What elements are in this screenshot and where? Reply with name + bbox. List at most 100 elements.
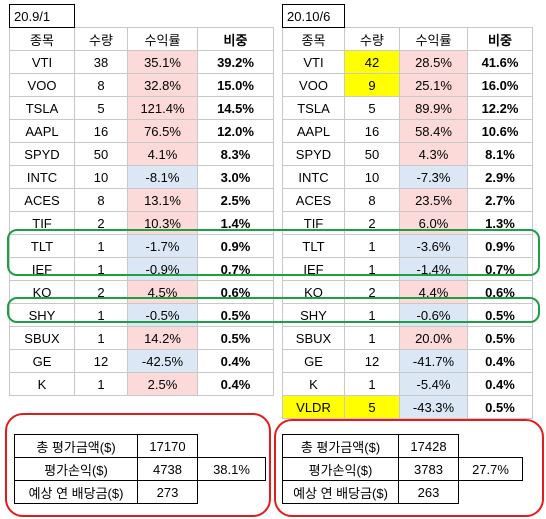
- pnl-label: 평가손익($): [282, 457, 399, 481]
- table-row: SPYD 50 4.1% 8.3%: [9, 142, 274, 166]
- ticker-cell: VTI: [282, 50, 345, 74]
- table-row: INTC 10 -8.1% 3.0%: [9, 165, 274, 189]
- qty-cell: 5: [344, 96, 400, 120]
- qty-cell: 1: [74, 234, 128, 258]
- ticker-cell: SPYD: [282, 142, 345, 166]
- pnl-label: 평가손익($): [14, 457, 138, 481]
- qty-cell: 1: [74, 326, 128, 350]
- weight-cell: 0.9%: [197, 234, 274, 258]
- table-row: KO 2 4.5% 0.6%: [9, 280, 274, 304]
- weight-cell: 12.2%: [467, 96, 533, 120]
- table-row: VTI 38 35.1% 39.2%: [9, 50, 274, 74]
- return-cell: -8.1%: [127, 165, 198, 189]
- col-header-return: 수익률: [127, 27, 198, 51]
- dividend-row: 예상 연 배당금($) 273: [14, 480, 266, 504]
- qty-cell: 42: [344, 50, 400, 74]
- qty-cell: 10: [74, 165, 128, 189]
- return-cell: 58.4%: [399, 119, 468, 143]
- pnl-percent: 38.1%: [197, 457, 266, 481]
- ticker-cell: VTI: [9, 50, 75, 74]
- table-row: SHY 1 -0.5% 0.5%: [9, 303, 274, 327]
- qty-cell: 12: [344, 349, 400, 373]
- qty-cell: 8: [74, 73, 128, 97]
- return-cell: -42.5%: [127, 349, 198, 373]
- return-cell: 35.1%: [127, 50, 198, 74]
- weight-cell: 0.4%: [197, 349, 274, 373]
- weight-cell: 2.7%: [467, 188, 533, 212]
- return-cell: -3.6%: [399, 234, 468, 258]
- bond-group-highlight: [7, 229, 540, 276]
- weight-cell: 15.0%: [197, 73, 274, 97]
- weight-cell: 0.4%: [197, 372, 274, 396]
- pnl-value: 4738: [137, 457, 198, 481]
- left-summary-highlight: [5, 413, 271, 517]
- return-cell: 121.4%: [127, 96, 198, 120]
- weight-cell: 1.4%: [197, 211, 274, 235]
- dividend-label: 예상 연 배당금($): [282, 480, 399, 504]
- col-header-return: 수익률: [399, 27, 468, 51]
- table-row: K 1 -5.4% 0.4%: [282, 372, 533, 396]
- return-cell: 10.3%: [127, 211, 198, 235]
- return-cell: 6.0%: [399, 211, 468, 235]
- right-holdings-table: 20.10/6 종목 수량 수익률 비중 VTI 42 28.5% 41.6% VOO 9…: [282, 4, 533, 419]
- return-cell: 14.2%: [127, 326, 198, 350]
- ticker-cell: GE: [9, 349, 75, 373]
- return-cell: 32.8%: [127, 73, 198, 97]
- ticker-cell: TSLA: [282, 96, 345, 120]
- total-value-row: 총 평가금액($) 17170: [14, 434, 266, 458]
- return-cell: 25.1%: [399, 73, 468, 97]
- table-row: AAPL 16 58.4% 10.6%: [282, 119, 533, 143]
- header-row: 종목 수량 수익률 비중: [282, 27, 533, 51]
- ticker-cell: TIF: [282, 211, 345, 235]
- weight-cell: 8.3%: [197, 142, 274, 166]
- weight-cell: 0.5%: [467, 395, 533, 419]
- left-holdings-table: 20.9/1 종목 수량 수익률 비중 VTI 38 35.1% 39.2% VOO 8 3…: [9, 4, 274, 396]
- qty-cell: 9: [344, 73, 400, 97]
- qty-cell: 10: [344, 165, 400, 189]
- ticker-cell: AAPL: [9, 119, 75, 143]
- qty-cell: 16: [344, 119, 400, 143]
- table-row: INTC 10 -7.3% 2.9%: [282, 165, 533, 189]
- weight-cell: 41.6%: [467, 50, 533, 74]
- return-cell: 28.5%: [399, 50, 468, 74]
- ticker-cell: AAPL: [282, 119, 345, 143]
- weight-cell: 0.4%: [467, 372, 533, 396]
- weight-cell: 8.1%: [467, 142, 533, 166]
- table-row: VTI 42 28.5% 41.6%: [282, 50, 533, 74]
- return-cell: 4.3%: [399, 142, 468, 166]
- qty-cell: 8: [74, 188, 128, 212]
- ticker-cell: VLDR: [282, 395, 345, 419]
- return-cell: -43.3%: [399, 395, 468, 419]
- qty-cell: 8: [344, 188, 400, 212]
- weight-cell: 16.0%: [467, 73, 533, 97]
- table-row: ACES 8 23.5% 2.7%: [282, 188, 533, 212]
- ticker-cell: K: [9, 372, 75, 396]
- table-row: VLDR 5 -43.3% 0.5%: [282, 395, 533, 419]
- table-row: VOO 9 25.1% 16.0%: [282, 73, 533, 97]
- return-cell: -1.7%: [127, 234, 198, 258]
- weight-cell: 3.0%: [197, 165, 274, 189]
- pnl-row: 평가손익($) 3783 27.7%: [282, 457, 523, 481]
- total-value: 17170: [137, 434, 198, 458]
- return-cell: 89.9%: [399, 96, 468, 120]
- table-row: TIF 2 10.3% 1.4%: [9, 211, 274, 235]
- qty-cell: 5: [74, 96, 128, 120]
- ticker-cell: VOO: [9, 73, 75, 97]
- qty-cell: 50: [74, 142, 128, 166]
- right-summary-highlight: [274, 419, 544, 517]
- weight-cell: 0.4%: [467, 349, 533, 373]
- table-row: AAPL 16 76.5% 12.0%: [9, 119, 274, 143]
- ticker-cell: ACES: [282, 188, 345, 212]
- col-header-ticker: 종목: [282, 27, 345, 51]
- ticker-cell: K: [282, 372, 345, 396]
- date-row: 20.9/1: [9, 4, 274, 28]
- weight-cell: 12.0%: [197, 119, 274, 143]
- qty-cell: 12: [74, 349, 128, 373]
- ticker-cell: TLT: [9, 234, 75, 258]
- table-row: TSLA 5 121.4% 14.5%: [9, 96, 274, 120]
- qty-cell: 5: [344, 395, 400, 419]
- right-summary-table: 총 평가금액($) 17428 평가손익($) 3783 27.7% 예상 연 …: [282, 434, 523, 504]
- col-header-weight: 비중: [467, 27, 533, 51]
- dividend-label: 예상 연 배당금($): [14, 480, 138, 504]
- ticker-cell: INTC: [282, 165, 345, 189]
